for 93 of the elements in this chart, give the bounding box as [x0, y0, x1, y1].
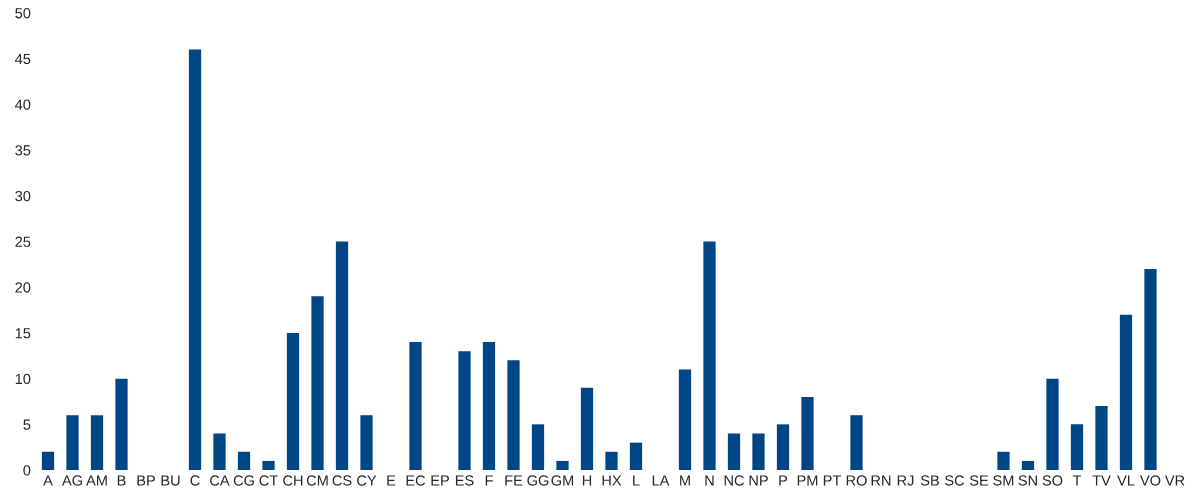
- x-tick-label: SB: [920, 475, 939, 486]
- bar: [237, 451, 251, 471]
- bar: [311, 296, 324, 471]
- x-tick-label: SE: [969, 475, 989, 486]
- bar: [66, 415, 79, 471]
- x-tick-label: C: [190, 475, 200, 486]
- bar: [997, 451, 1010, 471]
- x-tick-label: AG: [62, 475, 82, 486]
- x-tick-label: CM: [306, 475, 328, 486]
- x-tick-label: SC: [945, 475, 965, 486]
- x-tick-label: RN: [871, 475, 891, 486]
- x-tick-label: M: [680, 475, 690, 486]
- x-tick-label: BU: [161, 475, 180, 486]
- bar: [1021, 460, 1035, 471]
- bar: [335, 241, 349, 471]
- x-tick-label: PM: [797, 475, 818, 486]
- x-tick-label: VL: [1117, 475, 1135, 486]
- x-tick-label: EP: [431, 475, 449, 486]
- bar: [1046, 378, 1059, 471]
- x-tick-label: CH: [283, 475, 303, 486]
- x-tick-label: NC: [724, 475, 744, 486]
- y-tick-label: 0: [23, 465, 31, 476]
- bar: [90, 415, 104, 471]
- bar: [703, 241, 716, 471]
- bar: [605, 451, 618, 471]
- bar: [801, 396, 814, 471]
- y-tick-label: 50: [15, 8, 31, 19]
- x-tick-label: SM: [993, 475, 1014, 486]
- x-tick-label: AM: [86, 475, 107, 486]
- x-tick-label: H: [582, 475, 592, 486]
- x-tick-label: RO: [846, 475, 867, 486]
- x-tick-label: SN: [1018, 475, 1037, 486]
- y-tick-label: 10: [15, 373, 31, 385]
- x-tick-label: LA: [652, 475, 670, 486]
- bar: [409, 342, 422, 471]
- bar: [752, 433, 765, 471]
- bar: [41, 451, 55, 471]
- x-tick-label: SO: [1042, 475, 1063, 486]
- x-tick-label: E: [387, 475, 396, 486]
- bar: [850, 415, 863, 471]
- bar: [1095, 406, 1108, 471]
- bar: [262, 460, 275, 471]
- x-tick-label: CA: [210, 475, 230, 486]
- x-tick-label: CY: [357, 475, 377, 486]
- x-tick-label: VR: [1164, 475, 1185, 486]
- bar: [727, 433, 741, 471]
- x-tick-label: T: [1072, 475, 1082, 486]
- y-tick-label: 35: [15, 145, 31, 156]
- bar: [531, 424, 545, 471]
- y-tick-label: 30: [15, 190, 31, 202]
- x-tick-label: TV: [1092, 475, 1111, 486]
- x-tick-label: CT: [259, 475, 278, 486]
- bar: [629, 442, 643, 471]
- y-tick-label: 40: [15, 99, 31, 110]
- bar: [482, 342, 496, 471]
- y-tick-label: 45: [15, 53, 31, 65]
- y-tick-label: 25: [15, 236, 31, 247]
- x-tick-label: L: [633, 475, 640, 486]
- x-tick-label: GG: [527, 475, 549, 486]
- x-tick-label: FE: [505, 475, 523, 486]
- x-tick-label: CS: [332, 475, 352, 486]
- x-tick-label: HX: [602, 475, 622, 486]
- bar: [776, 424, 790, 471]
- x-tick-label: A: [43, 475, 53, 486]
- x-tick-label: CG: [233, 475, 254, 486]
- y-tick-label: 5: [23, 419, 31, 430]
- x-tick-label: ES: [455, 475, 474, 486]
- x-tick-label: B: [117, 475, 126, 486]
- x-tick-label: PT: [823, 475, 841, 486]
- bar: [1070, 424, 1084, 471]
- x-tick-label: VO: [1140, 475, 1161, 486]
- x-tick-label: NP: [749, 475, 768, 486]
- x-tick-label: BP: [137, 475, 155, 486]
- bar: [360, 415, 373, 471]
- bar: [188, 49, 202, 471]
- bar: [1119, 314, 1133, 471]
- bar: [458, 351, 471, 471]
- x-tick-label: RJ: [897, 475, 914, 486]
- bar: [115, 378, 128, 471]
- bar: [213, 433, 226, 471]
- x-tick-label: N: [705, 475, 714, 486]
- bar: [580, 387, 594, 471]
- x-tick-label: F: [485, 475, 493, 486]
- bar: [678, 369, 692, 471]
- bar: [556, 460, 569, 471]
- x-tick-label: GM: [551, 475, 574, 486]
- y-tick-label: 15: [15, 328, 31, 339]
- y-tick-label: 20: [15, 282, 31, 293]
- bar: [1144, 268, 1157, 471]
- x-tick-label: P: [779, 475, 788, 486]
- bar: [507, 360, 520, 471]
- bar: [286, 332, 300, 471]
- x-tick-label: EC: [406, 475, 426, 486]
